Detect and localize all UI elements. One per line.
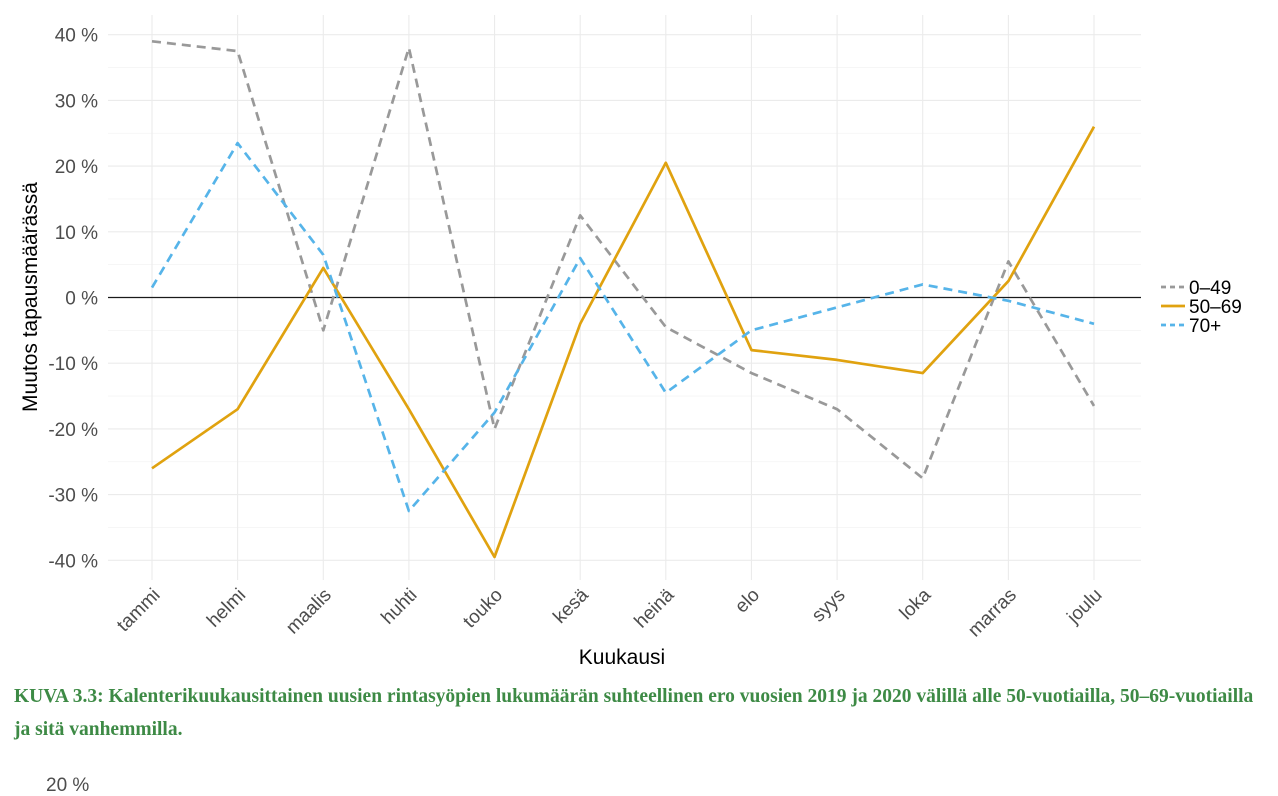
x-tick-label: loka [896, 584, 936, 624]
y-tick-label: -30 % [48, 486, 98, 507]
y-tick-label: -20 % [48, 420, 98, 441]
x-axis-ticks: tammi helmi maalis huhti touko kesä heinä elo sy… [113, 584, 1106, 641]
x-tick-label: joulu [1063, 585, 1107, 629]
next-chart-tick-label: 20 % [46, 775, 90, 796]
series-line-0–49 [151, 39, 1096, 480]
y-tick-label: 0 % [65, 289, 98, 310]
figure-caption: KUVA 3.3: Kalenterikuukausittainen uusie… [14, 686, 1254, 740]
series-line-50–69 [151, 126, 1096, 559]
y-tick-label: -10 % [48, 354, 98, 375]
series-lines [150, 39, 1096, 559]
y-tick-label: -40 % [48, 551, 98, 572]
x-tick-label: touko [459, 585, 507, 633]
legend-label: 0–49 [1189, 278, 1231, 299]
line-chart: -40 %-30 %-20 %-10 %0 %10 %20 %30 %40 % … [19, 15, 1242, 669]
y-tick-label: 40 % [55, 26, 98, 47]
y-axis-title: Muutos tapausmäärässä [19, 182, 42, 412]
x-tick-label: syys [808, 585, 850, 627]
x-axis-title: Kuukausi [579, 646, 665, 669]
x-tick-label: tammi [113, 585, 164, 636]
x-tick-label: heinä [631, 584, 679, 632]
x-tick-label: huhti [377, 585, 421, 629]
series-line-70+ [150, 141, 1095, 513]
x-tick-label: helmi [203, 585, 250, 632]
x-tick-label: marras [964, 585, 1021, 642]
y-tick-label: 20 % [55, 157, 98, 178]
x-tick-label: maalis [282, 585, 336, 639]
y-tick-label: 30 % [55, 91, 98, 112]
y-axis-ticks: -40 % -30 % -20 % -10 % 0 % 10 % 20 % 30 % 40 % [48, 26, 98, 573]
x-tick-label: elo [731, 585, 764, 618]
x-tick-label: kesä [549, 584, 593, 628]
legend-label: 70+ [1189, 316, 1221, 337]
y-tick-label: 10 % [55, 223, 98, 244]
legend-label: 50–69 [1189, 297, 1242, 318]
